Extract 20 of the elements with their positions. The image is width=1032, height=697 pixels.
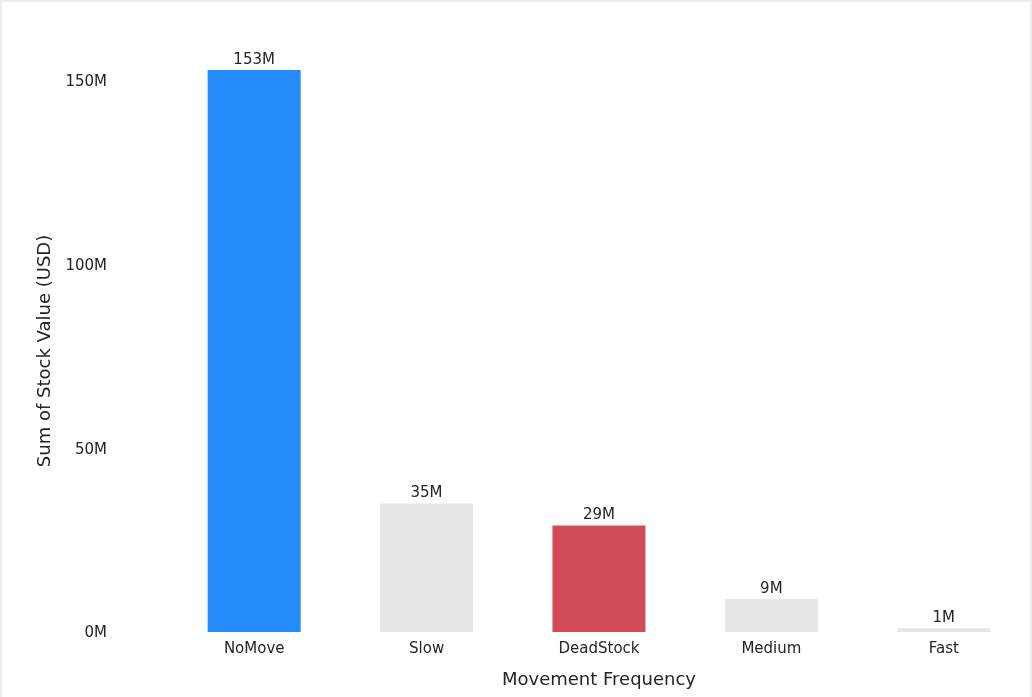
y-axis-title: Sum of Stock Value (USD) xyxy=(32,234,54,468)
data-label: 9M xyxy=(760,578,783,597)
bar xyxy=(207,70,301,632)
x-tick-label: Medium xyxy=(741,638,802,657)
y-tick-label: 50M xyxy=(74,439,107,458)
bar xyxy=(552,525,646,632)
y-tick-label: 100M xyxy=(65,256,107,274)
x-tick-label: Slow xyxy=(409,638,445,657)
y-tick-label: 0M xyxy=(84,623,107,642)
data-label: 35M xyxy=(410,483,443,502)
x-tick-label: NoMove xyxy=(223,638,285,657)
data-label: 29M xyxy=(582,505,615,524)
data-label: 153M xyxy=(233,50,275,68)
data-label: 1M xyxy=(932,608,955,627)
x-tick-label: DeadStock xyxy=(558,638,640,657)
bar xyxy=(380,503,474,632)
x-tick-label: Fast xyxy=(928,638,959,657)
y-tick-label: 150M xyxy=(65,72,107,91)
x-axis-title: Movement Frequency xyxy=(501,668,697,689)
bar xyxy=(724,598,818,632)
